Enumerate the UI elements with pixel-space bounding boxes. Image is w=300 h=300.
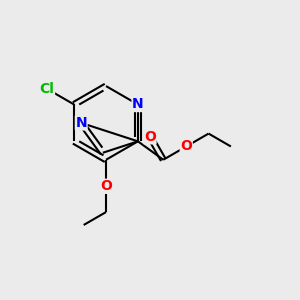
Text: O: O	[100, 179, 112, 193]
Text: Cl: Cl	[40, 82, 54, 96]
Text: O: O	[180, 140, 192, 154]
Text: N: N	[75, 116, 87, 130]
Text: O: O	[144, 130, 156, 144]
Text: N: N	[132, 98, 144, 112]
